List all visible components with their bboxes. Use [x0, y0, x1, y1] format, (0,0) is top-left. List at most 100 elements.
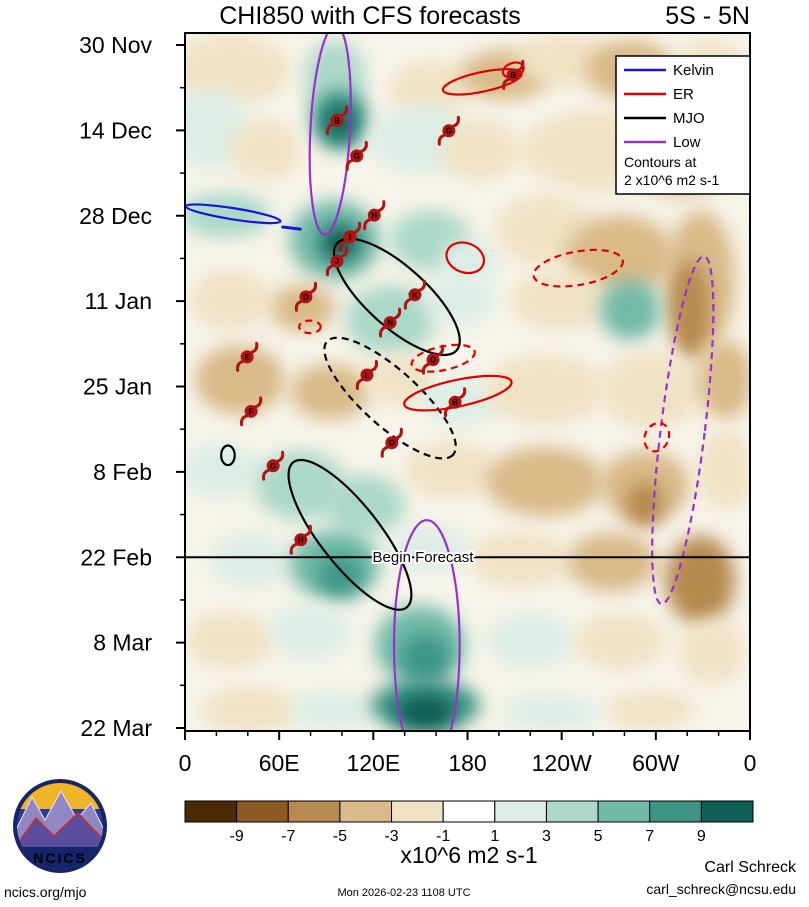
y-tick-label: 8 Mar [93, 630, 152, 656]
field-blob [395, 694, 456, 731]
cyclone-arm-icon [303, 524, 312, 537]
colorbar-segment [339, 800, 393, 823]
wave-contours [185, 33, 715, 731]
cyclone-arm-icon [325, 264, 334, 277]
field-blob [269, 603, 350, 660]
field-blob [439, 120, 521, 181]
cyclone-body-icon [506, 68, 520, 82]
cyclone-body-icon [448, 395, 462, 409]
field-blob [600, 349, 700, 430]
field-blob [200, 687, 300, 731]
y-tick-label: 30 Nov [79, 32, 152, 58]
cyclone-arm-icon [516, 59, 525, 72]
cyclone-body-icon [244, 404, 258, 418]
colorbar-segment [649, 800, 702, 823]
cyclone-letter: K [412, 291, 418, 300]
cyclone-letter: H [371, 211, 377, 220]
cyclone-marker: G [437, 115, 460, 146]
begin-forecast-label: Begin Forecast [373, 549, 475, 566]
cyclone-markers: B B G G H I J D K N E Q L B F O G H [236, 59, 525, 555]
field-blob [390, 60, 471, 121]
x-tick-label: 60E [259, 750, 300, 776]
field-blob [185, 442, 261, 498]
y-tick-label: 14 Dec [79, 117, 152, 143]
colorbar-tick-label: -9 [230, 828, 244, 845]
cyclone-arm-icon [339, 105, 349, 118]
cyclone-marker: B [502, 59, 525, 90]
field-blob [439, 239, 500, 285]
cyclone-marker: G [345, 140, 368, 171]
field-blob [696, 430, 750, 510]
cyclone-letter: E [244, 353, 250, 362]
cyclone-marker: E [236, 341, 259, 372]
field-blob [400, 633, 450, 682]
field-blob [604, 691, 696, 729]
cyclone-arm-icon [436, 344, 445, 357]
x-tick-label: 120W [532, 750, 592, 776]
footer-credit-name: Carl Schreck [704, 859, 797, 876]
cyclone-body-icon [350, 149, 364, 163]
cyclone-arm-icon [380, 445, 389, 458]
cyclone-arm-icon [345, 158, 354, 171]
cyclone-arm-icon [403, 297, 412, 310]
cyclone-arm-icon [421, 362, 431, 375]
colorbar-segment [545, 800, 599, 823]
field-blob [510, 270, 610, 331]
colorbar-segment [236, 800, 289, 823]
field-blob [317, 555, 362, 596]
cyclone-marker: J [325, 246, 349, 277]
cyclone-marker: D [294, 281, 318, 312]
axes: 30 Nov 14 Dec 28 Dec 11 Jan 25 Jan 8 Feb 22 Fe… [79, 32, 756, 776]
x-tick-label: 0 [744, 750, 757, 776]
y-tick-label: 22 Feb [80, 544, 152, 570]
colorbar-tick-label: 9 [697, 828, 706, 845]
cyclone-arm-icon [308, 281, 318, 294]
cyclone-letter: G [354, 152, 360, 161]
cyclone-body-icon [266, 459, 280, 473]
field-blob [574, 613, 666, 670]
legend-label-er: ER [673, 86, 694, 103]
cyclone-arm-icon [276, 450, 285, 463]
contour-kelvin [281, 225, 302, 231]
cyclone-letter: L [364, 371, 369, 380]
colorbar-segment [184, 800, 238, 823]
cyclone-arm-icon [262, 468, 271, 481]
field-blob [209, 532, 291, 588]
y-tick-label: 25 Jan [83, 374, 152, 400]
field-blob [485, 446, 605, 517]
field-blob [190, 270, 271, 331]
footer-credit-email[interactable]: carl_schreck@ncsu.edu [646, 881, 796, 897]
cyclone-arm-icon [363, 218, 372, 231]
cyclone-arm-icon [502, 77, 511, 90]
cyclone-arm-icon [378, 325, 388, 338]
y-tick-label: 8 Feb [93, 459, 152, 485]
begin-forecast-annotation: Begin Forecast [185, 547, 750, 568]
colorbar-segment [597, 800, 651, 823]
cyclone-letter: H [298, 536, 304, 545]
legend-note-line2: 2 x10^6 m2 s-1 [624, 172, 719, 188]
colorbar-label: x10^6 m2 s-1 [400, 842, 537, 868]
cyclone-arm-icon [352, 221, 362, 234]
cyclone-body-icon [385, 436, 399, 450]
field-blob [270, 284, 336, 332]
footer-site-link[interactable]: ncics.org/mjo [4, 884, 87, 900]
cyclone-letter: O [389, 439, 395, 448]
field-blob [185, 35, 291, 105]
contour-er [445, 241, 486, 275]
contour-mjo [287, 458, 413, 611]
colorbar-tick-label: 1 [490, 828, 499, 845]
contour-mjo [332, 237, 461, 357]
y-tick-label: 11 Jan [85, 288, 152, 314]
field-blob [290, 689, 371, 731]
field-blob [425, 275, 496, 326]
cyclone-arm-icon [377, 200, 386, 213]
x-tick-label: 180 [448, 750, 486, 776]
contour-low [392, 519, 461, 731]
cyclone-body-icon [299, 290, 313, 304]
field-blob [679, 620, 745, 685]
contour-er [532, 248, 624, 288]
field-blob [485, 612, 576, 669]
legend-items: Kelvin ER MJO Low [624, 62, 714, 151]
